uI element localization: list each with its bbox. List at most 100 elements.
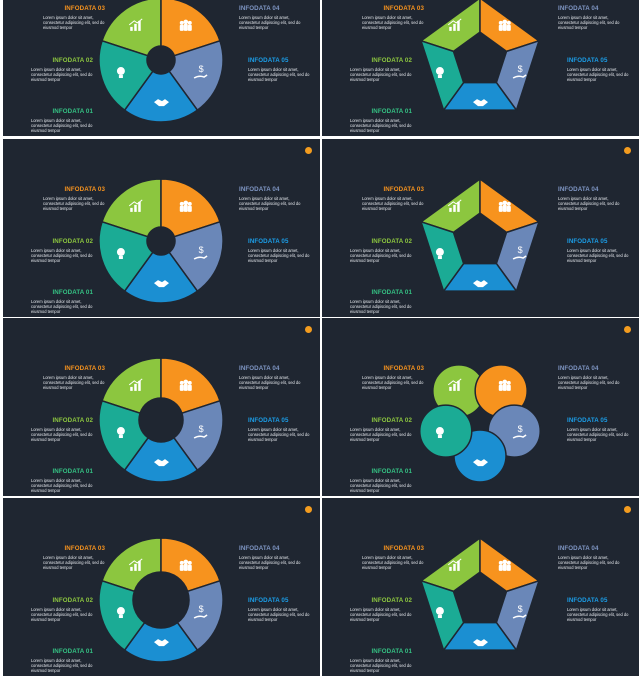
infodata-desc: Lorem ipsum dolor sit amet, consectetur …	[31, 607, 93, 622]
infodata-title: INFODATA 02	[371, 57, 412, 64]
slide-6: $ INFODATA 03 Lorem ipsum dolor sit amet…	[322, 318, 639, 496]
infodata-desc: Lorem ipsum dolor sit amet, consectetur …	[362, 555, 424, 570]
diagram-graphic: $	[98, 357, 224, 483]
infodata-title: INFODATA 03	[383, 545, 424, 552]
infodata-03: INFODATA 03 Lorem ipsum dolor sit amet, …	[362, 545, 424, 570]
infodata-title: INFODATA 04	[558, 545, 599, 552]
slide-dot	[624, 506, 631, 513]
handshake-icon	[154, 99, 169, 107]
infodata-04: INFODATA 04 Lorem ipsum dolor sit amet, …	[558, 365, 620, 390]
infodata-desc: Lorem ipsum dolor sit amet, consectetur …	[350, 248, 412, 263]
chart-icon	[447, 18, 462, 31]
diagram-segment	[419, 39, 465, 112]
infodata-03: INFODATA 03 Lorem ipsum dolor sit amet, …	[362, 365, 424, 390]
infodata-02: INFODATA 02 Lorem ipsum dolor sit amet, …	[350, 597, 412, 622]
infodata-title: INFODATA 02	[371, 238, 412, 245]
infodata-02: INFODATA 02 Lorem ipsum dolor sit amet, …	[31, 597, 93, 622]
infodata-02: INFODATA 02 Lorem ipsum dolor sit amet, …	[31, 57, 93, 82]
infodata-title: INFODATA 04	[558, 365, 599, 372]
infodata-desc: Lorem ipsum dolor sit amet, consectetur …	[350, 67, 412, 82]
diagram-segment	[101, 178, 162, 238]
infodata-02: INFODATA 02 Lorem ipsum dolor sit amet, …	[350, 57, 412, 82]
infodata-02: INFODATA 02 Lorem ipsum dolor sit amet, …	[31, 238, 93, 263]
people-icon	[179, 559, 192, 571]
svg-text:$: $	[518, 245, 523, 255]
people-icon	[498, 379, 511, 391]
infodata-05: INFODATA 05 Lorem ipsum dolor sit amet, …	[248, 417, 310, 442]
infodata-01: INFODATA 01 Lorem ipsum dolor sit amet, …	[350, 648, 412, 673]
svg-text:$: $	[518, 64, 523, 74]
infodata-desc: Lorem ipsum dolor sit amet, consectetur …	[43, 555, 105, 570]
chart-icon	[128, 558, 143, 571]
infodata-desc: Lorem ipsum dolor sit amet, consectetur …	[31, 248, 93, 263]
lightbulb-icon	[435, 67, 444, 79]
infodata-desc: Lorem ipsum dolor sit amet, consectetur …	[239, 196, 301, 211]
infodata-03: INFODATA 03 Lorem ipsum dolor sit amet, …	[362, 186, 424, 211]
infodata-05: INFODATA 05 Lorem ipsum dolor sit amet, …	[248, 238, 310, 263]
infodata-desc: Lorem ipsum dolor sit amet, consectetur …	[248, 607, 310, 622]
money-hand-icon: $	[512, 604, 527, 619]
lightbulb-icon	[116, 67, 125, 79]
slide-dot	[624, 326, 631, 333]
diagram-segment	[123, 251, 199, 304]
infodata-05: INFODATA 05 Lorem ipsum dolor sit amet, …	[567, 57, 629, 82]
svg-text:$: $	[199, 424, 204, 434]
infodata-desc: Lorem ipsum dolor sit amet, consectetur …	[31, 118, 93, 133]
slide-dot	[305, 506, 312, 513]
lightbulb-icon	[116, 248, 125, 260]
money-hand-icon: $	[512, 64, 527, 79]
infodata-desc: Lorem ipsum dolor sit amet, consectetur …	[239, 15, 301, 30]
people-icon	[498, 19, 511, 31]
money-hand-icon: $	[193, 64, 208, 79]
infodata-title: INFODATA 02	[52, 417, 93, 424]
infodata-title: INFODATA 01	[371, 289, 412, 296]
diagram-segment	[98, 220, 154, 293]
infodata-04: INFODATA 04 Lorem ipsum dolor sit amet, …	[239, 545, 301, 570]
handshake-icon	[154, 459, 169, 467]
infodata-04: INFODATA 04 Lorem ipsum dolor sit amet, …	[239, 5, 301, 30]
money-hand-icon: $	[193, 604, 208, 619]
infodata-title: INFODATA 04	[239, 365, 280, 372]
infodata-05: INFODATA 05 Lorem ipsum dolor sit amet, …	[567, 238, 629, 263]
infodata-title: INFODATA 01	[52, 468, 93, 475]
infodata-desc: Lorem ipsum dolor sit amet, consectetur …	[362, 375, 424, 390]
slide-dot	[305, 326, 312, 333]
slide-3: $ INFODATA 03 Lorem ipsum dolor sit amet…	[3, 139, 320, 317]
infodata-04: INFODATA 04 Lorem ipsum dolor sit amet, …	[558, 5, 620, 30]
infodata-title: INFODATA 04	[558, 5, 599, 12]
infodata-title: INFODATA 05	[567, 57, 608, 64]
infodata-title: INFODATA 04	[239, 186, 280, 193]
infodata-desc: Lorem ipsum dolor sit amet, consectetur …	[31, 478, 93, 493]
infodata-desc: Lorem ipsum dolor sit amet, consectetur …	[567, 67, 629, 82]
lightbulb-icon	[435, 427, 444, 439]
infodata-04: INFODATA 04 Lorem ipsum dolor sit amet, …	[558, 186, 620, 211]
diagram-segment	[123, 70, 199, 123]
slide-5: $ INFODATA 03 Lorem ipsum dolor sit amet…	[3, 318, 320, 496]
infodata-title: INFODATA 05	[248, 597, 289, 604]
infodata-03: INFODATA 03 Lorem ipsum dolor sit amet, …	[43, 186, 105, 211]
infodata-desc: Lorem ipsum dolor sit amet, consectetur …	[350, 607, 412, 622]
diagram-graphic: $	[98, 178, 224, 304]
infodata-desc: Lorem ipsum dolor sit amet, consectetur …	[362, 15, 424, 30]
infodata-desc: Lorem ipsum dolor sit amet, consectetur …	[43, 196, 105, 211]
lightbulb-icon	[116, 607, 125, 619]
infodata-desc: Lorem ipsum dolor sit amet, consectetur …	[31, 427, 93, 442]
people-icon	[179, 200, 192, 212]
infodata-title: INFODATA 03	[383, 365, 424, 372]
infodata-desc: Lorem ipsum dolor sit amet, consectetur …	[362, 196, 424, 211]
diagram-graphic: $	[98, 0, 224, 123]
svg-text:$: $	[518, 424, 523, 434]
svg-text:$: $	[518, 604, 523, 614]
infodata-01: INFODATA 01 Lorem ipsum dolor sit amet, …	[350, 108, 412, 133]
handshake-icon	[473, 459, 488, 467]
infodata-desc: Lorem ipsum dolor sit amet, consectetur …	[350, 478, 412, 493]
infodata-01: INFODATA 01 Lorem ipsum dolor sit amet, …	[31, 648, 93, 673]
people-icon	[498, 200, 511, 212]
infodata-desc: Lorem ipsum dolor sit amet, consectetur …	[248, 427, 310, 442]
infodata-title: INFODATA 03	[64, 545, 105, 552]
infodata-title: INFODATA 01	[371, 108, 412, 115]
infodata-desc: Lorem ipsum dolor sit amet, consectetur …	[567, 248, 629, 263]
infodata-desc: Lorem ipsum dolor sit amet, consectetur …	[350, 299, 412, 314]
infodata-title: INFODATA 02	[52, 597, 93, 604]
infodata-title: INFODATA 04	[239, 545, 280, 552]
